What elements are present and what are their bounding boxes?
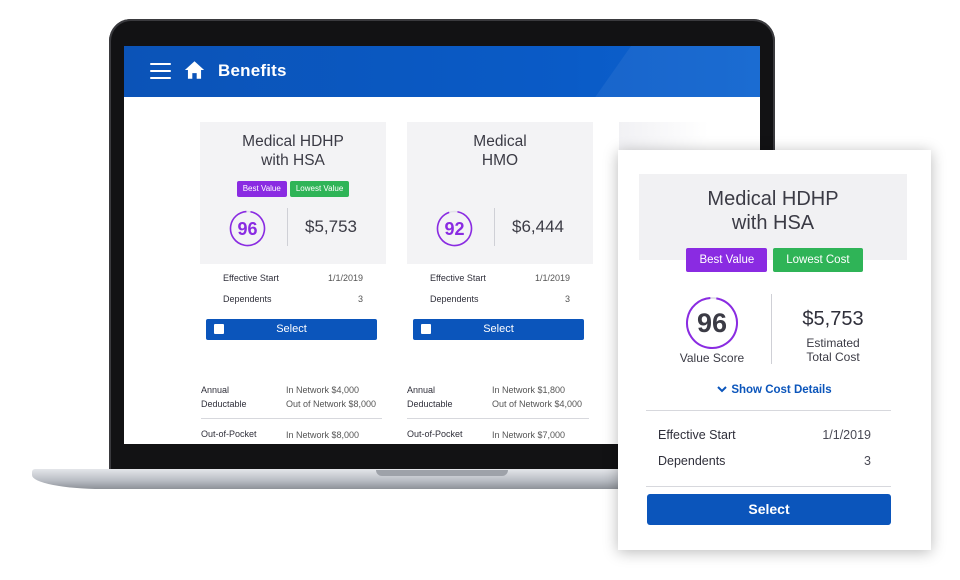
plan-card-header: Medical HDHP with HSA Best Value Lowest … (200, 122, 386, 264)
effective-start-value: 1/1/2019 (327, 273, 363, 283)
effective-start-row: Effective Start 1/1/2019 (430, 273, 570, 283)
dependents-value: 3 (357, 294, 363, 304)
show-cost-details-link[interactable]: Show Cost Details (618, 384, 931, 396)
laptop-notch (376, 470, 508, 476)
deductible-label: Annual Deductable (201, 385, 247, 409)
divider (646, 410, 891, 411)
value-score-ring: 96 (229, 210, 266, 247)
select-label: Select (483, 323, 514, 335)
dependents-row: Dependents 3 (223, 294, 363, 304)
effective-start-label: Effective Start (430, 273, 486, 283)
effective-start-label: Effective Start (223, 273, 279, 283)
value-score-label: Value Score (679, 351, 745, 365)
effective-start-label: Effective Start (658, 428, 736, 442)
select-button[interactable]: Select (647, 494, 891, 525)
effective-start-row: Effective Start 1/1/2019 (223, 273, 363, 283)
show-cost-details-label: Show Cost Details (731, 384, 832, 396)
value-score: 92 (444, 219, 465, 239)
deductible-in-network: In Network $4,000 (286, 385, 360, 395)
dependents-value: 3 (564, 294, 570, 304)
chevron-down-icon (717, 386, 728, 393)
badge-group: Best Value Lowest Cost (618, 248, 931, 272)
divider (771, 294, 772, 364)
value-score-ring: 92 (436, 210, 473, 247)
plan-name: Medical HMO (473, 133, 527, 169)
estimated-cost: $5,753 (305, 217, 357, 236)
badge-group: Best Value Lowest Value (200, 181, 386, 197)
value-score: 96 (696, 308, 728, 338)
effective-start-row: Effective Start 1/1/2019 (658, 428, 871, 442)
dependents-label: Dependents (223, 294, 272, 304)
effective-start-value: 1/1/2019 (534, 273, 570, 283)
best-value-badge: Best Value (686, 248, 768, 272)
deductible-label: Annual Deductable (407, 385, 453, 409)
divider (646, 486, 891, 487)
lowest-cost-badge: Lowest Cost (773, 248, 863, 272)
dependents-row: Dependents 3 (658, 454, 871, 468)
header-decoration (574, 46, 760, 97)
dependents-label: Dependents (658, 454, 726, 468)
plan-name: Medical HDHP with HSA (242, 133, 344, 169)
dependents-label: Dependents (430, 294, 479, 304)
home-icon[interactable] (184, 60, 205, 80)
value-score: 96 (237, 219, 258, 239)
oop-label: Out-of-Pocket (201, 429, 257, 439)
effective-start-value: 1/1/2019 (822, 428, 871, 442)
value-score-ring: 96 (685, 296, 739, 350)
oop-in-network: In Network $7,000 (492, 430, 566, 440)
plan-card-hmo: Medical HMO 92 $6,444 Effective Start 1/… (407, 122, 593, 340)
deductible-out-network: Out of Network $4,000 (492, 399, 583, 409)
divider (287, 208, 288, 246)
oop-in-network: In Network $8,000 (286, 430, 360, 440)
plan-card-hdhp: Medical HDHP with HSA Best Value Lowest … (200, 122, 386, 340)
plan-name: Medical HDHP with HSA (707, 188, 839, 234)
select-button[interactable]: Select (206, 319, 377, 340)
plan-card-header: Medical HMO 92 $6,444 (407, 122, 593, 264)
dependents-row: Dependents 3 (430, 294, 570, 304)
estimated-cost-label: Estimated Total Cost (806, 336, 860, 364)
lowest-value-badge: Lowest Value (289, 181, 350, 197)
select-checkbox[interactable] (421, 324, 431, 334)
hamburger-menu-icon[interactable] (150, 63, 171, 80)
estimated-cost: $5,753 (802, 308, 864, 330)
divider (494, 208, 495, 246)
divider (201, 418, 382, 419)
page-title: Benefits (218, 61, 287, 80)
oop-label: Out-of-Pocket (407, 429, 463, 439)
plan-card-header: Medical HDHP with HSA (639, 174, 907, 260)
deductible-in-network: In Network $1,800 (492, 385, 566, 395)
select-button[interactable]: Select (413, 319, 584, 340)
estimated-cost: $6,444 (512, 217, 564, 236)
plan-detail-card: Medical HDHP with HSA Best Value Lowest … (618, 150, 931, 550)
deductible-out-network: Out of Network $8,000 (286, 399, 377, 409)
select-checkbox[interactable] (214, 324, 224, 334)
dependents-value: 3 (864, 454, 871, 468)
select-label: Select (276, 323, 307, 335)
best-value-badge: Best Value (236, 181, 287, 197)
app-header: Benefits (124, 46, 760, 97)
divider (407, 418, 589, 419)
